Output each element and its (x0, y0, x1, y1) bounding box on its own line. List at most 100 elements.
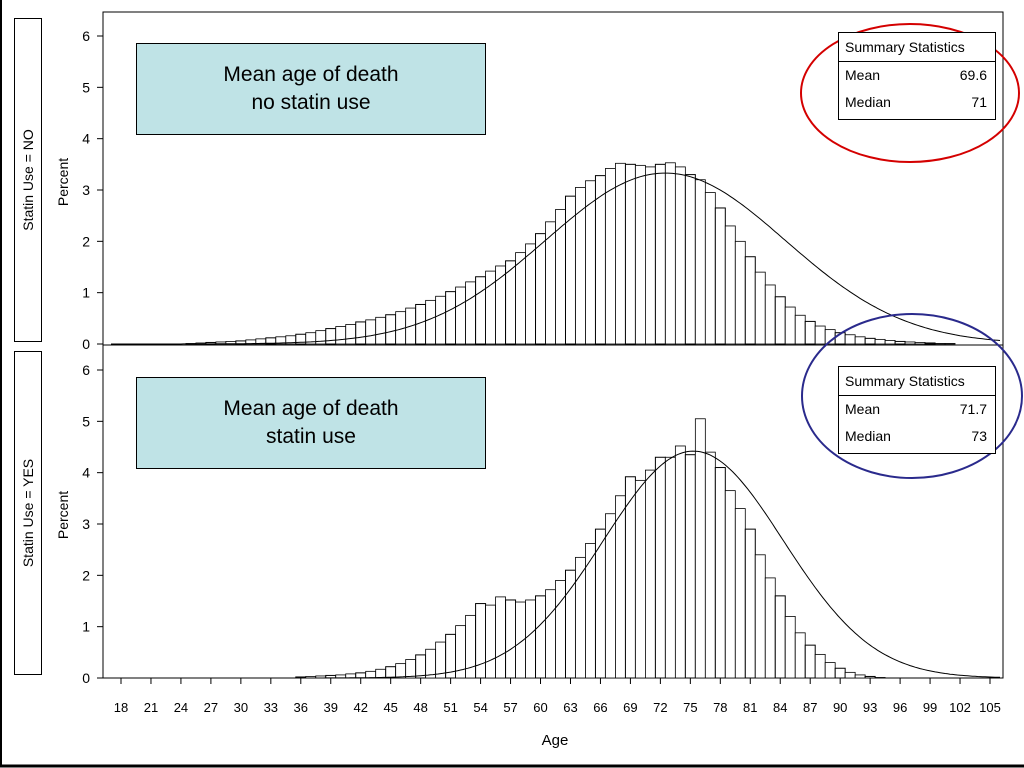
x-tick-label: 78 (713, 700, 727, 715)
x-tick-label: 42 (353, 700, 367, 715)
histogram-bar (605, 513, 616, 679)
histogram-bar (744, 528, 756, 679)
histogram-bar (934, 343, 946, 345)
x-axis: 18 21 24 27 30 33 36 39 42 45 48 51 54 57 60 63 66 69 72 75… (114, 678, 1001, 715)
histogram-bar (864, 675, 876, 679)
histogram-bar (904, 341, 916, 345)
histogram-panel-no-statin: 0 1 2 3 4 5 6 (82, 28, 1001, 352)
histogram-bar (325, 328, 337, 345)
x-tick-label: 102 (949, 700, 971, 715)
histogram-bar (335, 326, 347, 345)
histogram-bar (704, 192, 716, 345)
y-tick-label: 3 (82, 516, 90, 532)
histogram-bar (874, 338, 886, 345)
histogram-bar (854, 674, 866, 679)
histogram-bar (724, 225, 736, 345)
histogram-bar (624, 163, 636, 345)
histogram-bar (824, 662, 836, 679)
x-tick-label: 72 (653, 700, 667, 715)
histogram-bar (385, 666, 397, 679)
histogram-bar (555, 209, 566, 345)
histogram-bar (844, 671, 856, 679)
histogram-bar (674, 445, 686, 679)
histogram-bar (585, 543, 596, 679)
mean-label: Mean (845, 67, 881, 83)
histogram-bar (385, 314, 397, 345)
histogram-bar (425, 299, 437, 345)
median-label: Median (845, 428, 891, 444)
summary-statistics-title: Summary Statistics (839, 33, 995, 62)
histogram-bar (864, 337, 876, 345)
histogram-bar (425, 648, 437, 679)
histogram-bar (764, 577, 776, 679)
histogram-bar (605, 168, 616, 345)
histogram-bar (435, 295, 447, 345)
x-tick-label: 84 (773, 700, 787, 715)
histogram-bar (694, 418, 706, 679)
y-tick-label: 5 (82, 79, 90, 95)
histogram-bar (585, 180, 596, 345)
mean-label: Mean (845, 401, 881, 417)
y-tick-label: 6 (82, 28, 90, 44)
x-tick-label: 90 (833, 700, 847, 715)
x-tick-label: 93 (863, 700, 877, 715)
annotation-box-statin: Mean age of death statin use (136, 377, 486, 469)
summary-statistics-title: Summary Statistics (839, 367, 995, 396)
median-label: Median (845, 94, 891, 110)
histogram-bar (395, 663, 407, 679)
x-tick-label: 33 (264, 700, 278, 715)
histogram-bar (924, 342, 936, 345)
histogram-bar (365, 670, 377, 679)
summary-statistics-statin: Summary Statistics Mean 71.7 Median 73 (838, 366, 996, 454)
histogram-bar (455, 286, 467, 345)
histogram-bar (914, 342, 926, 345)
histogram-bar (525, 599, 536, 679)
annotation-line-1: Mean age of death (223, 63, 399, 86)
histogram-bar (794, 314, 806, 345)
x-tick-label: 81 (743, 700, 757, 715)
x-tick-label: 24 (174, 700, 188, 715)
x-tick-label: 105 (979, 700, 1001, 715)
histogram-bar (525, 243, 536, 345)
histogram-bar (615, 162, 626, 345)
x-tick-label: 66 (593, 700, 607, 715)
row-label-no-statin: Statin Use = NO (14, 18, 42, 342)
histogram-bar (654, 456, 666, 679)
histogram-bar (594, 175, 606, 345)
histogram-bar (635, 164, 646, 345)
histogram-bar (884, 340, 896, 345)
x-tick-label: 96 (893, 700, 907, 715)
histogram-bar (794, 632, 806, 679)
histogram-bar (375, 668, 387, 679)
histogram-bar (475, 603, 487, 679)
histogram-bar (674, 166, 686, 345)
histogram-bar (535, 595, 547, 679)
histogram-bar (624, 476, 636, 679)
summary-mean-row: Mean 69.6 (839, 62, 995, 89)
histogram-bar (405, 659, 417, 679)
histogram-bar (734, 508, 746, 679)
histogram-bar (774, 296, 786, 345)
x-tick-label: 60 (533, 700, 547, 715)
annotation-line-2: no statin use (251, 91, 371, 114)
annotation-line-2: statin use (266, 425, 356, 448)
x-tick-label: 27 (204, 700, 218, 715)
y-tick-label: 2 (82, 567, 90, 583)
y-tick-label: 6 (82, 362, 90, 378)
row-label-statin: Statin Use = YES (14, 351, 42, 675)
histogram-bar (594, 528, 606, 679)
x-tick-label: 51 (443, 700, 457, 715)
histogram-bar (774, 595, 786, 679)
histogram-bar (435, 641, 447, 679)
histogram-bar (475, 276, 487, 345)
y-tick-label: 5 (82, 413, 90, 429)
histogram-bar (754, 554, 766, 679)
histogram-bar (724, 490, 736, 679)
histogram-bar (505, 260, 517, 345)
histogram-bar (814, 325, 826, 345)
histogram-bar (535, 233, 547, 345)
x-tick-label: 87 (803, 700, 817, 715)
histogram-bar (564, 195, 576, 345)
x-tick-label: 99 (923, 700, 937, 715)
summary-median-row: Median 71 (839, 89, 995, 116)
